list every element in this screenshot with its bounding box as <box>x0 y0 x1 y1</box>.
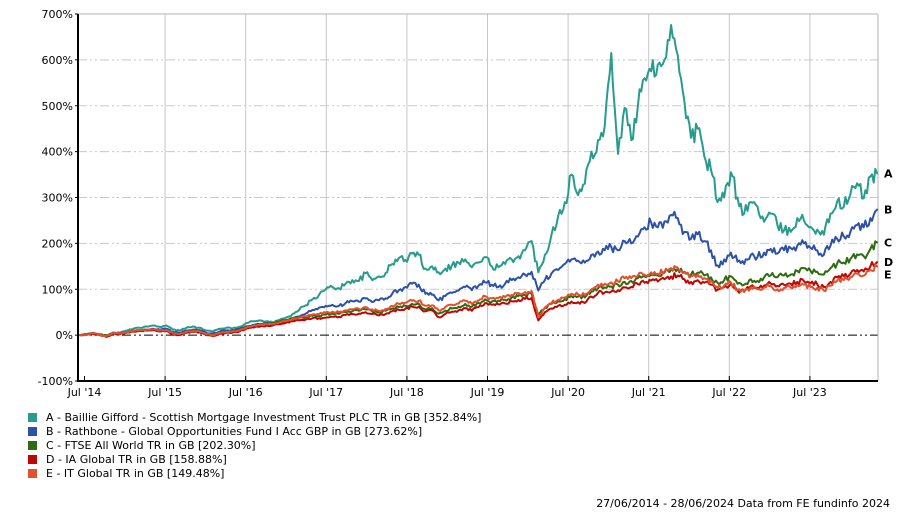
series-letter-C: C <box>884 236 892 249</box>
y-axis-label: 0% <box>56 329 73 342</box>
y-axis-label: 200% <box>42 237 73 250</box>
y-axis-label: 300% <box>42 192 73 205</box>
legend-item-c: C - FTSE All World TR in GB [202.30%] <box>28 440 481 451</box>
legend-swatch-c <box>28 441 37 450</box>
x-axis-label: Jul '14 <box>67 386 102 399</box>
y-axis-label: 100% <box>42 283 73 296</box>
legend-label-d: D - IA Global TR in GB [158.88%] <box>46 453 227 466</box>
y-axis-label: 500% <box>42 100 73 113</box>
y-axis-label: 400% <box>42 146 73 159</box>
x-axis-label: Jul '22 <box>711 386 746 399</box>
y-axis-label: -100% <box>38 375 73 388</box>
legend-item-e: E - IT Global TR in GB [149.48%] <box>28 468 481 479</box>
legend-label-e: E - IT Global TR in GB [149.48%] <box>46 467 225 480</box>
series-letter-B: B <box>884 204 892 217</box>
x-axis-label: Jul '23 <box>792 386 827 399</box>
legend-label-c: C - FTSE All World TR in GB [202.30%] <box>46 439 256 452</box>
legend-item-b: B - Rathbone - Global Opportunities Fund… <box>28 426 481 437</box>
series-letter-D: D <box>884 256 893 269</box>
legend-swatch-a <box>28 413 37 422</box>
x-axis-label: Jul '17 <box>308 386 343 399</box>
x-axis-label: Jul '21 <box>631 386 666 399</box>
x-axis-label: Jul '20 <box>550 386 585 399</box>
x-axis-label: Jul '16 <box>228 386 263 399</box>
chart-footer-daterange: 27/06/2014 - 28/06/2024 Data from FE fun… <box>596 497 890 510</box>
legend-item-d: D - IA Global TR in GB [158.88%] <box>28 454 481 465</box>
x-axis-label: Jul '15 <box>147 386 182 399</box>
y-axis-label: 600% <box>42 54 73 67</box>
legend-swatch-b <box>28 427 37 436</box>
series-E-line <box>79 263 878 337</box>
y-axis-label: 700% <box>42 8 73 21</box>
x-axis-label: Jul '18 <box>389 386 424 399</box>
series-B-line <box>79 208 878 337</box>
chart-plot-area: 700%600%500%400%300%200%100%0%-100%Jul '… <box>38 8 894 399</box>
legend-item-a: A - Baillie Gifford - Scottish Mortgage … <box>28 412 481 423</box>
legend-label-a: A - Baillie Gifford - Scottish Mortgage … <box>46 411 482 424</box>
legend-swatch-d <box>28 455 37 464</box>
x-axis-label: Jul '19 <box>470 386 505 399</box>
series-letter-E: E <box>884 269 892 282</box>
legend-label-b: B - Rathbone - Global Opportunities Fund… <box>46 425 423 438</box>
chart-legend: A - Baillie Gifford - Scottish Mortgage … <box>28 412 481 479</box>
series-letter-A: A <box>884 167 893 180</box>
series-A-line <box>79 24 878 337</box>
legend-swatch-e <box>28 469 37 478</box>
